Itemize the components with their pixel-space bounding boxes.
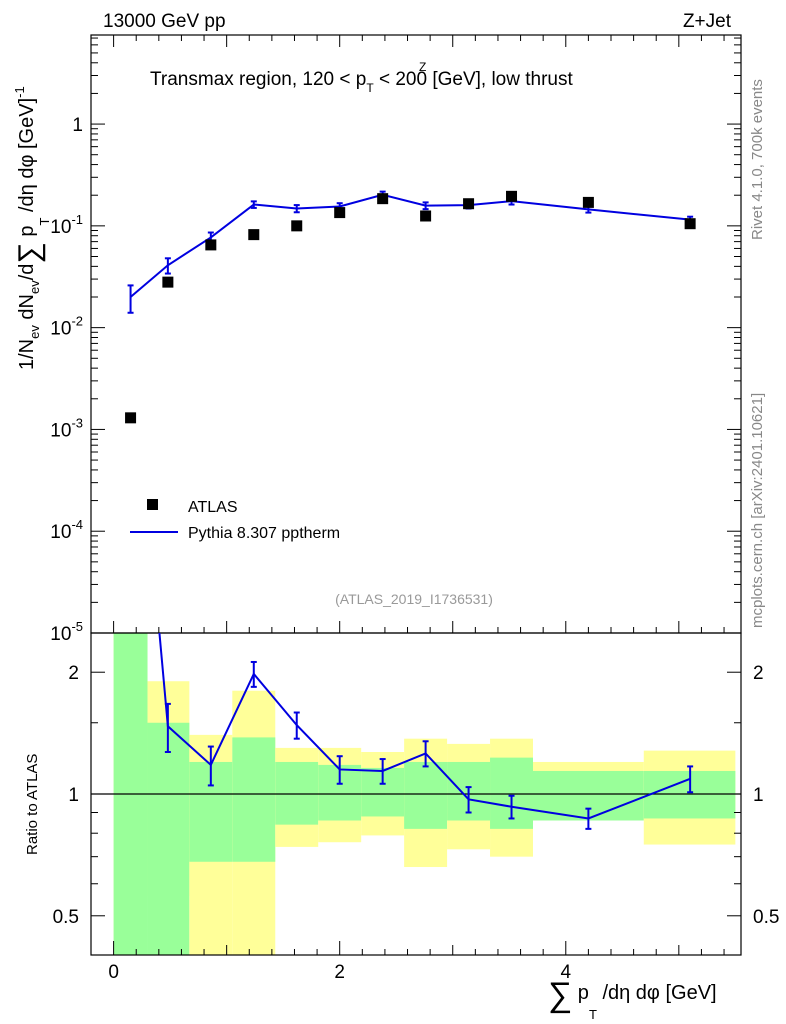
xlabel-p: p [572, 982, 589, 1004]
inner-band-bin [147, 722, 190, 955]
top-y-axis-label: 1/Nev dNev/d∑ pT /dη dφ [GeV]-1 [12, 86, 52, 370]
ratio-y-tick-label-right: 0.5 [753, 907, 779, 928]
top-y-tick-label: 10-3 [50, 415, 83, 441]
ylabel-ev1: ev [27, 325, 42, 339]
ylabel-part-b: dN [16, 294, 38, 325]
ylabel-part-d: p [16, 226, 38, 243]
ratio-uncertainty-bands [91, 633, 741, 955]
ratio-mc-series [158, 633, 694, 830]
ylabel-part-c: /d [16, 264, 38, 281]
x-axis-label: ∑ pT /dη dφ [GeV] [548, 976, 717, 1022]
ylabel-part-a: 1/N [16, 339, 38, 370]
energy-label: 13000 GeV pp [103, 11, 226, 32]
region-title: Transmax region, 120 < pT < 200 [GeV], l… [150, 69, 573, 95]
ylabel-exp: -1 [12, 86, 27, 98]
ratio-y-tick-label-left: 0.5 [53, 907, 79, 928]
legend-data-label: ATLAS [188, 499, 238, 516]
top-panel-frame [90, 34, 742, 634]
legend-data-marker [147, 499, 158, 510]
ylabel-T: T [37, 218, 52, 226]
top-y-tick-label: 10-4 [50, 517, 83, 543]
atlas-data-point [205, 239, 217, 251]
atlas-data-point [377, 193, 389, 205]
ratio-x-tick-label: 4 [560, 962, 571, 983]
atlas-data-point [463, 198, 475, 210]
inner-band-bin [232, 737, 276, 862]
analysis-reference: (ATLAS_2019_I1736531) [335, 591, 493, 607]
xlabel-rest: /dη dφ [GeV] [597, 982, 717, 1004]
ratio-x-tick-label: 2 [334, 962, 345, 983]
atlas-data-point [684, 218, 696, 230]
xlabel-T: T [589, 1007, 597, 1022]
atlas-data-point [162, 276, 174, 288]
atlas-data-point [248, 229, 260, 241]
ylabel-sum: ∑ [13, 242, 46, 263]
rivet-label: Rivet 4.1.0, 700k events [749, 79, 766, 240]
ratio-y-tick-label-right: 2 [753, 663, 764, 684]
atlas-data-point [334, 207, 346, 219]
top-axis-ticks: 10-5 10-4 10-3 10-2 10-1 1 [50, 35, 741, 645]
ratio-y-axis-label: Ratio to ATLAS [24, 754, 41, 855]
atlas-data-point [420, 210, 432, 222]
ratio-x-tick-label: 0 [108, 962, 119, 983]
inner-band-bin [275, 761, 319, 825]
atlas-data-point [291, 220, 303, 232]
top-y-tick-label: 10-5 [50, 619, 83, 645]
ratio-mc-line [158, 633, 691, 820]
process-label: Z+Jet [683, 11, 732, 32]
top-data-series [125, 190, 696, 424]
mc-series-line [129, 193, 691, 298]
mcplots-label: mcplots.cern.ch [arXiv:2401.10621] [749, 393, 766, 628]
atlas-data-point [125, 412, 137, 424]
ylabel-part-e: /dη dφ [GeV] [16, 98, 38, 218]
ratio-axis-ticks: 0.5 0.5 1 1 2 2 0 2 4 [53, 663, 780, 983]
top-y-tick-label: 1 [72, 115, 83, 136]
xlabel-sum: ∑ [548, 976, 572, 1014]
ratio-y-tick-label-left: 1 [68, 785, 79, 806]
region-title-sup: Z [419, 60, 426, 74]
region-title-prefix: Transmax region, 120 < p [150, 69, 366, 90]
atlas-data-point [506, 190, 518, 202]
ratio-y-tick-label-right: 1 [753, 785, 764, 806]
top-mc-series [127, 190, 694, 314]
inner-band-bin [404, 761, 448, 829]
atlas-data-point [582, 196, 594, 208]
region-title-sub: T [366, 81, 374, 95]
region-title-suffix: < 200 [GeV], low thrust [374, 69, 574, 90]
legend-mc-label: Pythia 8.307 pptherm [188, 525, 340, 542]
ylabel-ev2: ev [27, 280, 42, 294]
top-y-tick-label: 10-1 [50, 212, 83, 238]
ratio-y-tick-label-left: 2 [68, 663, 79, 684]
top-y-tick-label: 10-2 [50, 314, 83, 340]
